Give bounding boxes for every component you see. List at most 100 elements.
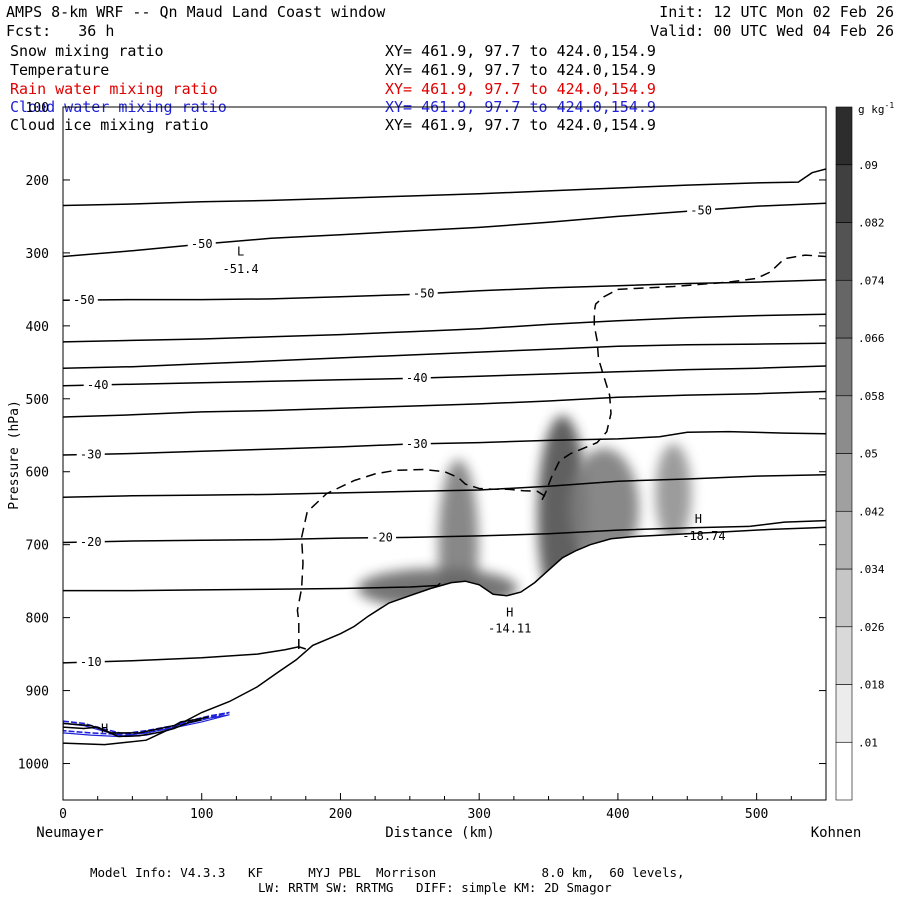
contour-label: -50 (690, 203, 712, 217)
temp-contour-9 (63, 525, 750, 544)
legend-temp-name: Temperature (10, 61, 110, 79)
contour-label: -50 (191, 237, 213, 251)
colorbar-label: .01 (858, 736, 878, 749)
legend-rain-name: Rain water mixing ratio (10, 80, 218, 98)
legend-snow-name: Snow mixing ratio (10, 42, 164, 60)
colorbar-label: .074 (858, 274, 885, 287)
colorbar-cell (835, 395, 853, 454)
temp-contour-2 (63, 279, 826, 302)
y-axis-label: Pressure (hPa) (7, 400, 22, 510)
y-tick-label: 1000 (18, 758, 49, 773)
model-info: Model Info: V4.3.3 KF MYJ PBL Morrison 8… (90, 865, 685, 880)
y-tick-label: 500 (26, 393, 49, 408)
colorbar-cell (835, 222, 853, 281)
temp-contour-8 (63, 473, 826, 499)
contour-labels: -50 -50 -40 -30 -20 -10 -50 -50 -40 -30 -20 L -51.4 H… (69, 203, 726, 736)
y-tick-label: 900 (26, 685, 49, 700)
extremum-annotation: H (695, 512, 702, 526)
contour-label: -40 (406, 371, 428, 385)
colorbar-label: .082 (858, 217, 885, 230)
contour-label: -20 (371, 531, 393, 545)
y-tick-label: 300 (26, 247, 49, 262)
cloud-water-contour-2 (63, 714, 230, 738)
terrain-mask (63, 527, 826, 800)
colorbar-label: .066 (858, 332, 885, 345)
contour-label-bg (402, 371, 431, 385)
snow-blob-4 (655, 443, 692, 544)
y-tick-label: 200 (26, 174, 49, 189)
colorbar-cell (835, 568, 853, 628)
contour-label-bg (687, 203, 716, 217)
legend-ice-name: Cloud ice mixing ratio (10, 116, 209, 134)
x-tick-label: 100 (190, 807, 213, 822)
x-axis: 0 100 200 300 400 500 (59, 793, 827, 822)
colorbar-label: .018 (858, 679, 885, 692)
x-tick-label: 200 (329, 807, 352, 822)
contour-label-bg (409, 286, 438, 300)
contour-label: -20 (80, 535, 102, 549)
contour-label: -10 (80, 655, 102, 669)
forecast-hour: Fcst: 36 h (6, 22, 115, 40)
contour-label: -50 (73, 293, 95, 307)
terrain-line (63, 526, 826, 746)
x-tick-label: 300 (467, 807, 490, 822)
x-tick-label: 0 (59, 807, 67, 822)
colorbar-cell (835, 279, 853, 339)
contour-label: -40 (87, 378, 109, 392)
contour-label-bg (187, 237, 216, 251)
colorbar-cell (835, 626, 853, 685)
colorbar-cell (835, 741, 853, 801)
contour-label-bg (83, 377, 112, 391)
terrain-layer (63, 526, 826, 800)
temp-contour-11 (63, 582, 441, 592)
cloud-water-layer (63, 711, 230, 738)
x-axis-label: Distance (km) (385, 825, 495, 841)
colorbar-label: .042 (858, 505, 885, 518)
x-start-label: Neumayer (36, 825, 103, 841)
colorbar-cell (835, 510, 853, 570)
colorbar-label: .05 (858, 448, 878, 461)
colorbar-label: .034 (858, 563, 885, 576)
chart-title: AMPS 8-km WRF -- Qn Maud Land Coast wind… (6, 3, 386, 21)
cloud-water-contour (63, 711, 230, 736)
y-tick-label: 400 (26, 320, 49, 335)
colorbar-cell (835, 106, 853, 166)
colorbar-cell (835, 453, 853, 512)
contour-label: -30 (406, 437, 428, 451)
temp-contour-7 (63, 430, 826, 456)
contour-label: -50 (413, 287, 435, 301)
extremum-annotation: L (237, 244, 244, 258)
y-tick-label: 700 (26, 539, 49, 554)
temp-contour-4 (63, 342, 826, 369)
contour-label-bg (402, 436, 431, 450)
temperature-contours (63, 168, 826, 738)
temp-contour-5 (63, 365, 826, 387)
contour-label-bg (76, 447, 105, 461)
temp-contour-6 (63, 390, 826, 418)
ice-contour-layer (296, 254, 826, 649)
x-tick-label: 500 (745, 807, 768, 822)
y-tick-label: 100 (26, 101, 49, 116)
extremum-annotation: H (101, 722, 108, 736)
contour-label-bg (76, 654, 105, 668)
colorbar-label: .09 (858, 159, 878, 172)
colorbar-cell (835, 337, 853, 397)
x-end-label: Kohnen (811, 825, 862, 841)
init-time: Init: 12 UTC Mon 02 Feb 26 (659, 3, 894, 21)
colorbar: .01 .018 .026 .034 .042 .05 .058 .066 .074 .082 .0… (835, 106, 885, 801)
contour-label-bg (69, 293, 98, 307)
temp-contour-13 (63, 719, 202, 738)
temp-contour-3 (63, 313, 826, 343)
temp-contour-10 (749, 519, 826, 528)
colorbar-cell (835, 164, 853, 223)
extremum-annotation: -14.11 (488, 622, 531, 636)
legend-rain-xy: XY= 461.9, 97.7 to 424.0,154.9 (385, 80, 656, 98)
colorbar-label: .026 (858, 621, 885, 634)
legend-snow-xy: XY= 461.9, 97.7 to 424.0,154.9 (385, 42, 656, 60)
contour-label-bg (76, 534, 105, 548)
temp-contour-0 (63, 168, 826, 207)
y-tick-label: 800 (26, 612, 49, 627)
extremum-annotation: -18.74 (682, 529, 725, 543)
legend-temp-xy: XY= 461.9, 97.7 to 424.0,154.9 (385, 61, 656, 79)
